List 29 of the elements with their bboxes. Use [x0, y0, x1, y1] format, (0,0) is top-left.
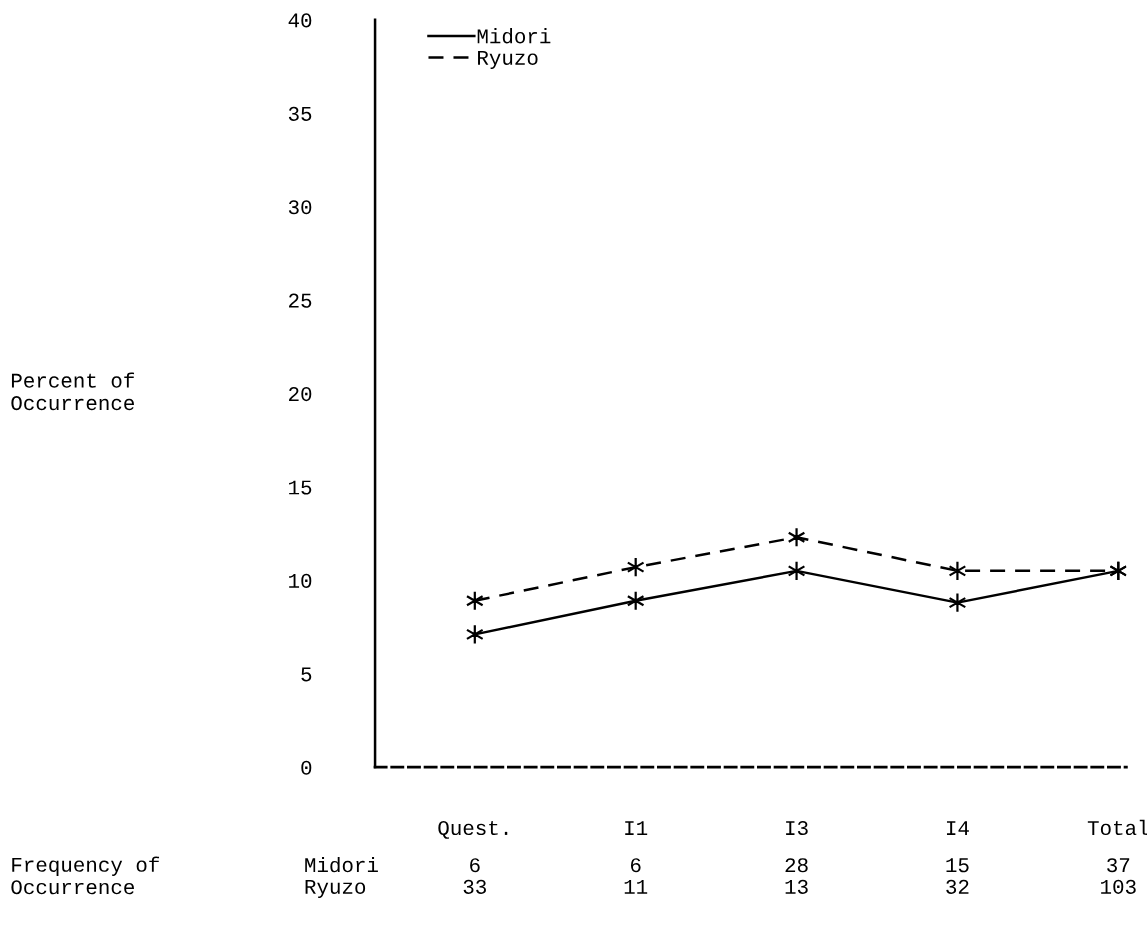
- text: 103: [1101, 879, 1136, 894]
- text: 33: [463, 879, 486, 894]
- text: 13: [785, 879, 808, 894]
- y-tick-label: 20: [289, 387, 312, 402]
- text: 32: [946, 879, 969, 894]
- y-tick-label: 0: [301, 760, 312, 775]
- x-tick-label: I3: [786, 820, 808, 836]
- y-tick-label: 35: [288, 106, 312, 121]
- y-tick-label: 15: [289, 480, 312, 495]
- x-tick-label: Quest.: [438, 820, 508, 839]
- text: 6: [470, 858, 480, 873]
- y-tick-label: 25: [289, 293, 312, 308]
- text: Ryuzo: [305, 879, 366, 899]
- text: 6: [630, 858, 641, 873]
- x-tick-label: I4: [946, 821, 969, 835]
- text: 15: [946, 858, 969, 873]
- legend-label: Ryuzo: [478, 50, 538, 69]
- text: 28: [785, 858, 808, 873]
- legend-label: Midori: [477, 28, 551, 44]
- x-tick-label: I1: [625, 821, 648, 835]
- y-tick-label: 10: [289, 573, 312, 588]
- text: Midori: [305, 856, 378, 873]
- text: 37: [1107, 858, 1130, 873]
- text: Frequency of Occurrence: [11, 856, 160, 895]
- text: 11: [624, 879, 648, 894]
- y-tick-label: 30: [288, 200, 312, 215]
- text: Percent of Occurrence: [11, 372, 135, 411]
- y-tick-label: 40: [288, 13, 312, 28]
- y-tick-label: 5: [301, 667, 312, 682]
